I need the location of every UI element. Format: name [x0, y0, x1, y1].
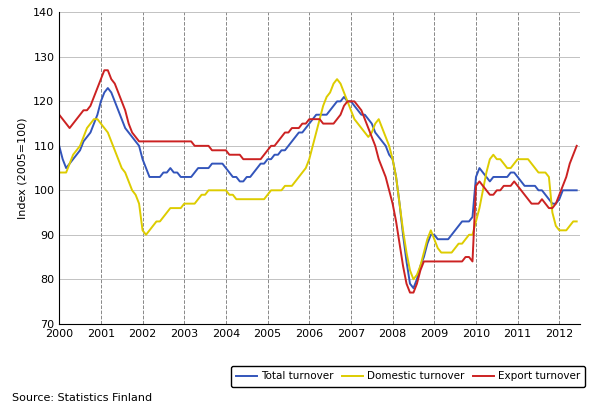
Text: Source: Statistics Finland: Source: Statistics Finland	[12, 393, 152, 403]
Y-axis label: Index (2005=100): Index (2005=100)	[18, 117, 28, 219]
Domestic turnover	[410, 277, 417, 282]
Total turnover	[104, 85, 111, 90]
Total turnover	[264, 157, 271, 162]
Export turnover	[490, 192, 497, 197]
Export turnover	[573, 143, 580, 148]
Export turnover	[407, 290, 414, 295]
Domestic turnover	[56, 170, 63, 175]
Total turnover	[229, 174, 236, 179]
Domestic turnover	[333, 77, 340, 82]
Line: Export turnover: Export turnover	[59, 70, 577, 293]
Domestic turnover	[490, 152, 497, 157]
Total turnover	[420, 254, 427, 259]
Line: Total turnover: Total turnover	[59, 88, 577, 288]
Export turnover	[420, 259, 427, 264]
Total turnover	[351, 103, 358, 108]
Line: Domestic turnover: Domestic turnover	[59, 79, 577, 279]
Domestic turnover	[226, 192, 233, 197]
Domestic turnover	[260, 197, 268, 202]
Domestic turnover	[351, 117, 358, 122]
Total turnover	[56, 143, 63, 148]
Export turnover	[330, 121, 337, 126]
Total turnover	[573, 188, 580, 193]
Domestic turnover	[420, 250, 427, 255]
Export turnover	[56, 112, 63, 117]
Total turnover	[490, 174, 497, 179]
Legend: Total turnover, Domestic turnover, Export turnover: Total turnover, Domestic turnover, Expor…	[231, 366, 585, 387]
Export turnover	[229, 152, 236, 157]
Export turnover	[351, 99, 358, 104]
Domestic turnover	[573, 219, 580, 224]
Export turnover	[101, 68, 108, 73]
Export turnover	[264, 148, 271, 153]
Total turnover	[410, 286, 417, 290]
Total turnover	[330, 103, 337, 108]
Domestic turnover	[327, 90, 334, 95]
